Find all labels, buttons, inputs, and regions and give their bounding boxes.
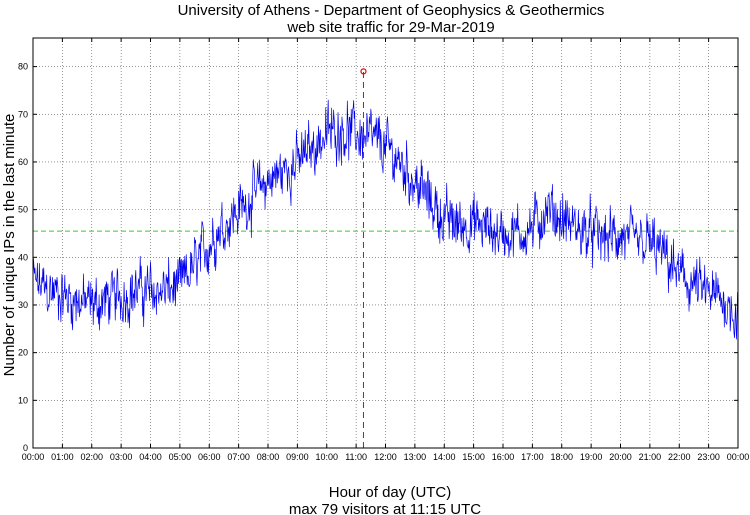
y-axis-label: Number of unique IPs in the last minute <box>1 114 18 377</box>
x-tick-label: 18:00 <box>550 452 573 462</box>
x-tick-label: 16:00 <box>492 452 515 462</box>
chart-title: University of Athens - Department of Geo… <box>178 2 605 19</box>
x-tick-label: 02:00 <box>80 452 103 462</box>
chart-subtitle: web site traffic for 29-Mar-2019 <box>286 19 494 36</box>
y-tick-label: 40 <box>18 252 28 262</box>
x-tick-label: 04:00 <box>139 452 162 462</box>
x-tick-label: 14:00 <box>433 452 456 462</box>
max-marker-group <box>360 68 367 448</box>
y-tick-label: 70 <box>18 109 28 119</box>
x-tick-label: 07:00 <box>227 452 250 462</box>
x-tick-label: 03:00 <box>110 452 133 462</box>
x-tick-label: 22:00 <box>668 452 691 462</box>
x-tick-label: 17:00 <box>521 452 544 462</box>
series-group <box>32 99 739 340</box>
grid-lines <box>33 38 738 448</box>
x-axis-ticks: 00:00 01:00 02:00 03:00 04:00 05:00 06:00 07:00… <box>22 38 750 462</box>
x-tick-label: 13:00 <box>404 452 427 462</box>
x-tick-label: 11:00 <box>345 452 367 462</box>
y-tick-label: 50 <box>18 205 28 215</box>
x-tick-label: 12:00 <box>374 452 397 462</box>
y-tick-label: 0 <box>23 443 28 453</box>
x-tick-label: 23:00 <box>697 452 720 462</box>
x-tick-label: 06:00 <box>198 452 221 462</box>
y-tick-label: 20 <box>18 348 28 358</box>
y-axis-ticks: 0 10 20 30 40 50 60 70 80 <box>18 62 738 453</box>
y-tick-label: 60 <box>18 157 28 167</box>
y-tick-label: 30 <box>18 300 28 310</box>
x-tick-label: 21:00 <box>639 452 662 462</box>
x-tick-label: 00:00 <box>727 452 750 462</box>
x-tick-label: 09:00 <box>286 452 309 462</box>
x-tick-label: 05:00 <box>169 452 192 462</box>
x-tick-label: 01:00 <box>51 452 74 462</box>
x-axis-label: Hour of day (UTC) <box>329 484 452 501</box>
traffic-series-line <box>32 99 739 340</box>
y-tick-label: 80 <box>18 62 28 72</box>
y-tick-label: 10 <box>18 395 28 405</box>
x-tick-label: 08:00 <box>257 452 280 462</box>
x-tick-label: 19:00 <box>580 452 603 462</box>
max-annotation: max 79 visitors at 11:15 UTC <box>289 501 481 515</box>
x-tick-label: 00:00 <box>22 452 45 462</box>
x-tick-label: 15:00 <box>462 452 485 462</box>
max-point-marker <box>360 68 367 75</box>
x-tick-label: 20:00 <box>609 452 632 462</box>
x-tick-label: 10:00 <box>315 452 338 462</box>
